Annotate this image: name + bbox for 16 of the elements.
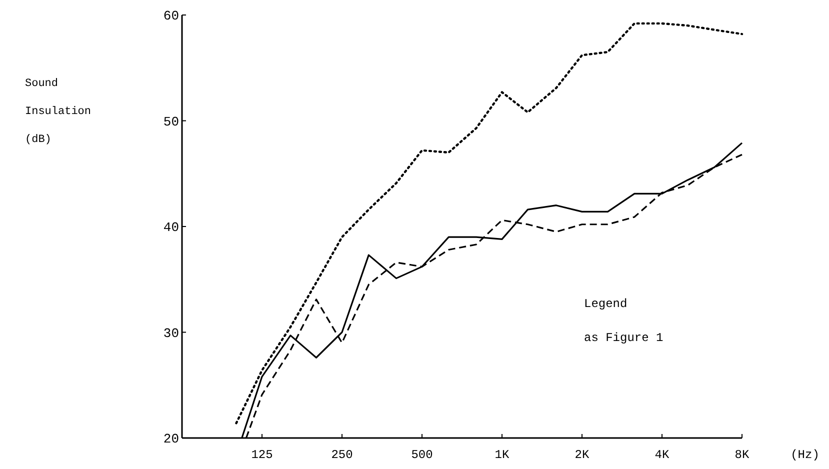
y-tick-label: 50 bbox=[163, 114, 179, 130]
annotation: as Figure 1 bbox=[584, 331, 664, 345]
x-tick-label: 8K bbox=[734, 448, 750, 462]
y-tick-label: 30 bbox=[163, 326, 179, 341]
text: Sound Insulation (dB) bbox=[25, 78, 92, 146]
x-tick-label: 500 bbox=[411, 448, 433, 462]
x-axis-title: (Hz) bbox=[790, 448, 820, 462]
y-tick-label: 60 bbox=[163, 8, 179, 24]
x-tick-label: 125 bbox=[251, 448, 273, 462]
x-tick-label: 4K bbox=[654, 448, 670, 462]
x-tick-label: 2K bbox=[574, 448, 590, 462]
y-tick-label: 40 bbox=[163, 220, 179, 236]
y-tick-label: 20 bbox=[163, 432, 179, 447]
x-tick-label: 250 bbox=[331, 448, 353, 462]
x-tick-label: 1K bbox=[494, 448, 510, 462]
annotation: Legend bbox=[584, 297, 628, 311]
